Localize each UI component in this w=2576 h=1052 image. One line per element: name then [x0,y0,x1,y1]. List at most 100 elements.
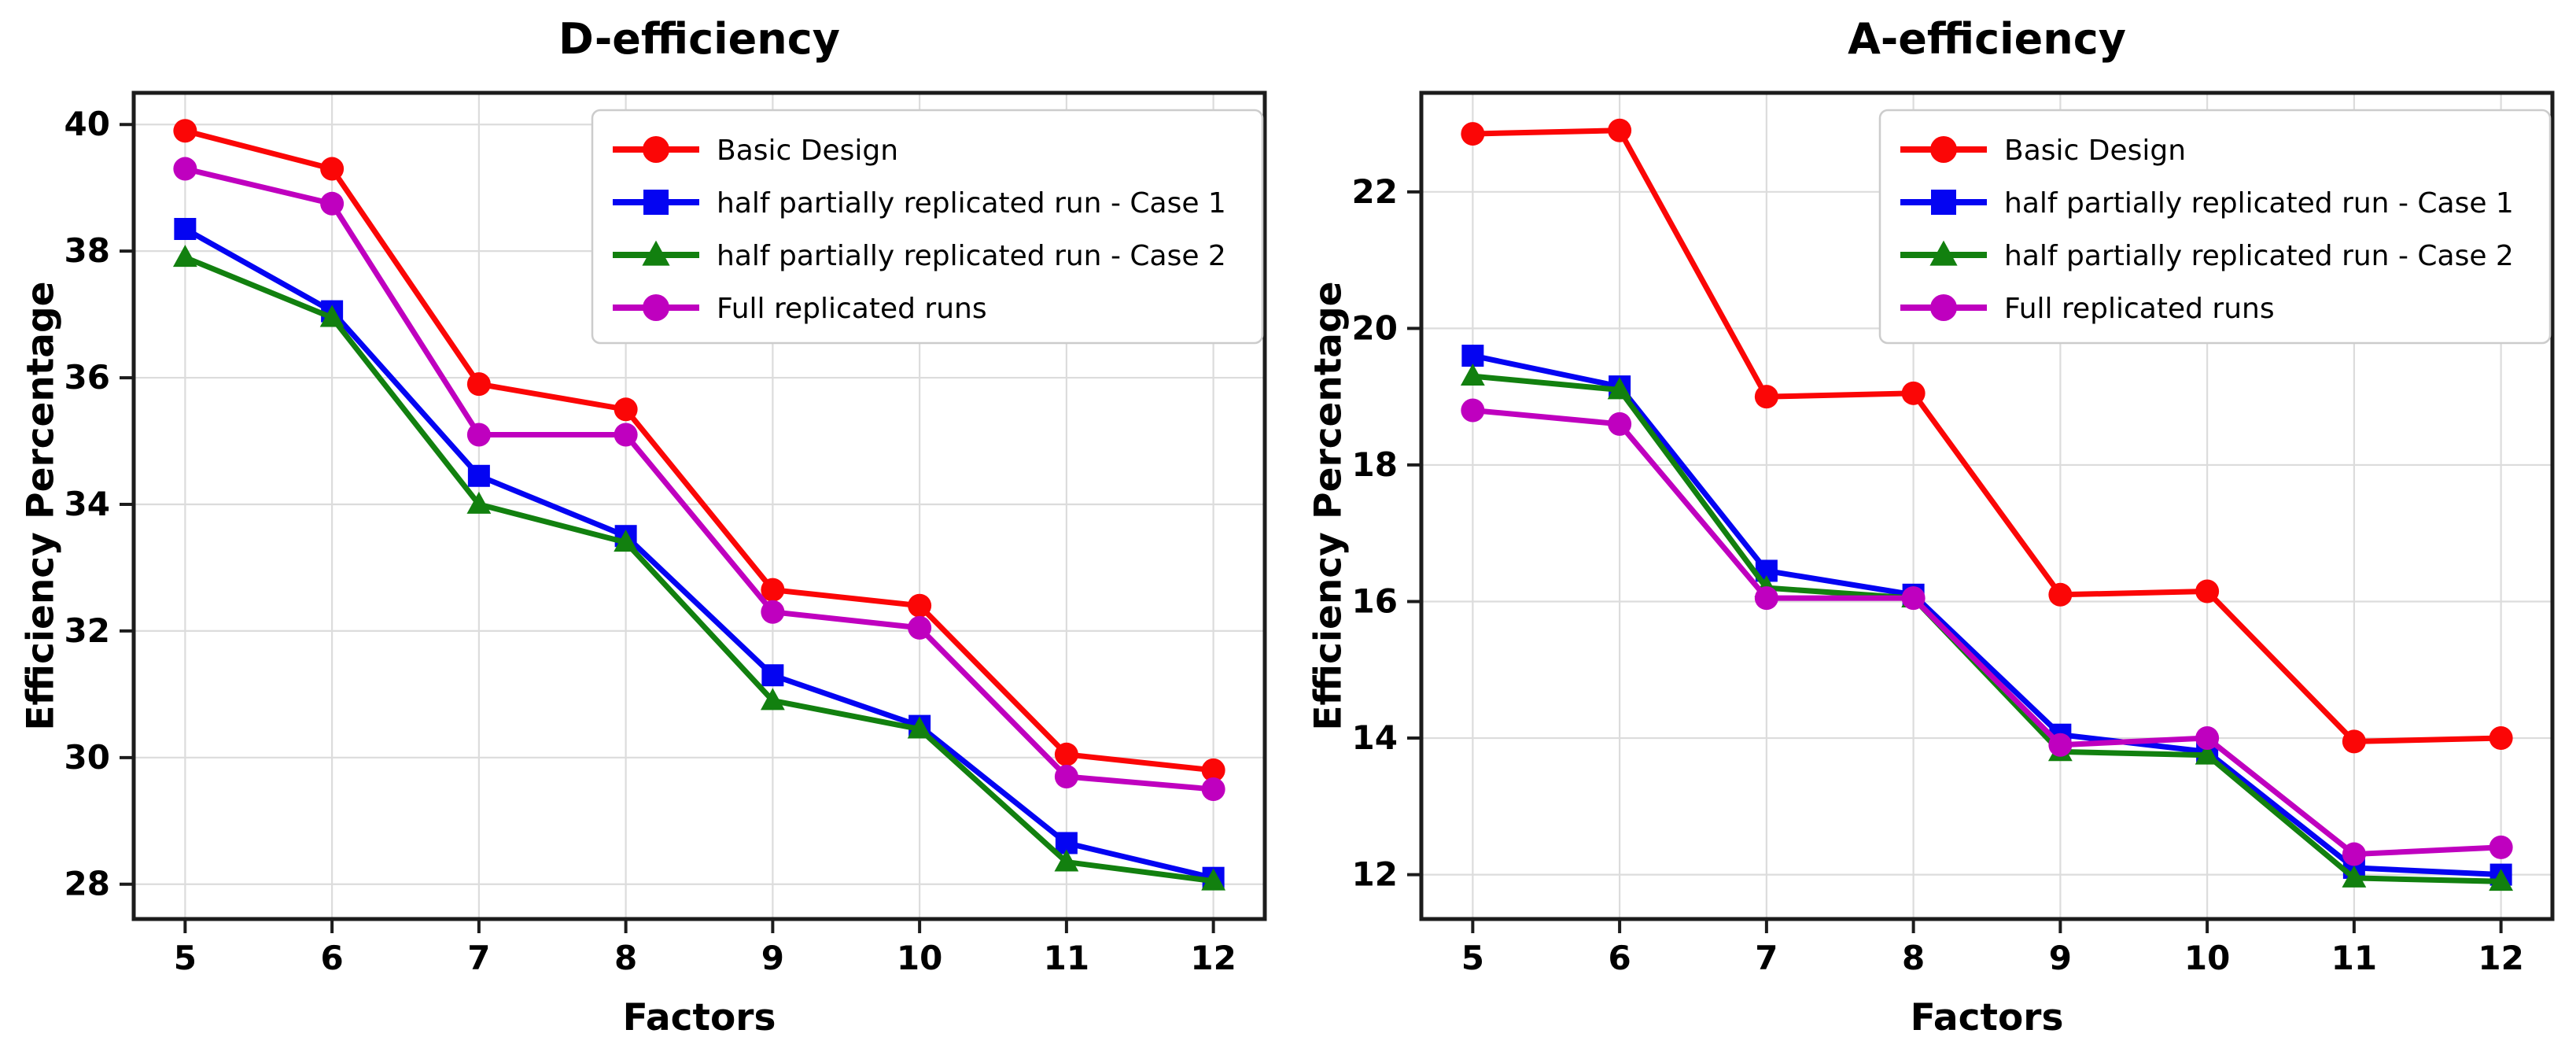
series-half-partially-replicated-run-case-2 [172,245,1226,891]
legend-entry: half partially replicated run - Case 2 [1900,240,2514,272]
triangle-marker [2342,865,2367,888]
y-tick-label: 38 [64,231,110,270]
y-tick-label: 36 [64,358,110,397]
y-tick-label: 34 [64,485,110,523]
legend-marker [643,190,669,215]
plot-frame [1419,90,2555,921]
triangle-marker [907,716,932,739]
legend-entry: Full replicated runs [1900,293,2275,325]
d-efficiency-plot: 5 6 7 8 9 10 11 12 28 30 32 34 36 38 40 Basic Design hal… [64,90,1267,977]
circle-marker [2489,726,2513,751]
series-line [1469,353,2504,878]
legend-label: Full replicated runs [2004,293,2275,325]
series-basic-design [1461,118,2513,754]
plot-frame [131,90,1267,921]
legend-marker [1929,240,1958,266]
y-tick-label: 28 [64,865,110,903]
triangle-marker [466,491,492,514]
circle-marker [1754,586,1778,611]
legend-label: Basic Design [717,135,898,167]
circle-marker [1901,586,1926,611]
circle-marker [908,593,932,618]
series-line [182,254,1217,884]
circle-marker [1608,412,1632,436]
y-tick-label: 20 [1352,308,1398,347]
x-axis-label: Factors [1910,996,2064,1039]
legend-marker [1930,294,1957,321]
triangle-marker [2489,869,2514,891]
circle-marker [2342,842,2366,866]
circle-marker [320,191,345,216]
legend-entry: Basic Design [613,135,898,167]
y-tick-label: 14 [1352,718,1398,757]
square-marker [174,217,197,240]
triangle-marker [1201,868,1226,891]
legend-marker [1930,136,1957,163]
circle-marker [1754,385,1778,409]
legend-entry: half partially replicated run - Case 2 [613,240,1226,272]
y-tick-label: 30 [64,738,110,777]
legend-label: half partially replicated run - Case 2 [2004,240,2514,272]
circle-marker [761,600,785,624]
legend: Basic Design half partially replicated ru… [591,109,1264,345]
square-marker [1461,345,1484,367]
circle-marker [1461,398,1485,423]
circle-marker [614,397,638,422]
circle-marker [2195,579,2220,604]
axis-ticks: 5 6 7 8 9 10 11 12 28 30 32 34 36 38 40 [64,105,1236,977]
circle-marker [1054,742,1078,766]
series-half-partially-replicated-run-case-2 [1460,364,2514,891]
circle-marker [1201,777,1225,802]
circle-marker [614,423,638,447]
legend-marker [643,294,669,321]
x-tick-label: 10 [2184,939,2230,977]
triangle-marker [614,530,639,552]
series-line [182,166,1217,792]
square-marker [467,464,490,487]
x-tick-label: 8 [614,939,637,977]
a-efficiency-plot: 5 6 7 8 9 10 11 12 12 14 16 18 20 22 Basic Design half … [1352,90,2555,977]
legend-box [1878,109,2552,345]
circle-marker [2048,733,2073,757]
legend-label: Basic Design [2004,135,2186,167]
square-marker [761,664,784,687]
x-tick-label: 10 [897,939,942,977]
x-tick-label: 9 [2049,939,2072,977]
legend-marker [1931,190,1956,215]
x-tick-label: 11 [1044,939,1089,977]
legend-marker [642,240,670,266]
y-tick-label: 12 [1352,855,1398,894]
x-tick-label: 5 [1461,939,1484,977]
legend: Basic Design half partially replicated ru… [1878,109,2552,345]
circle-marker [1054,764,1078,788]
circle-marker [320,157,345,181]
legend-entry: half partially replicated run - Case 1 [1900,187,2514,220]
triangle-marker [2195,742,2220,765]
x-tick-label: 9 [761,939,784,977]
triangle-marker [760,688,785,711]
circle-marker [466,423,491,447]
series-line [182,127,1217,773]
series-basic-design [173,119,1225,782]
y-tick-label: 40 [64,105,110,143]
series-full-replicated-runs [1461,398,2513,866]
legend-entry: Basic Design [1900,135,2186,167]
x-tick-label: 7 [467,939,490,977]
x-tick-label: 12 [2478,939,2523,977]
legend-marker [643,136,669,163]
triangle-marker [1607,377,1632,400]
triangle-marker [1054,849,1079,872]
x-tick-label: 8 [1902,939,1925,977]
series-line [1469,127,2504,744]
circle-marker [2342,729,2366,754]
legend-label: half partially replicated run - Case 1 [2004,187,2514,220]
series-line [182,226,1217,881]
series-line [1469,408,2504,858]
circle-marker [761,578,785,602]
legend-entry: half partially replicated run - Case 1 [613,187,1226,220]
circle-marker [1901,381,1926,405]
series-full-replicated-runs [173,157,1225,802]
chart-panel-d-efficiency: D-efficiency Efficiency Percentage Facto… [20,14,1267,1039]
x-axis-label: Factors [622,996,776,1039]
